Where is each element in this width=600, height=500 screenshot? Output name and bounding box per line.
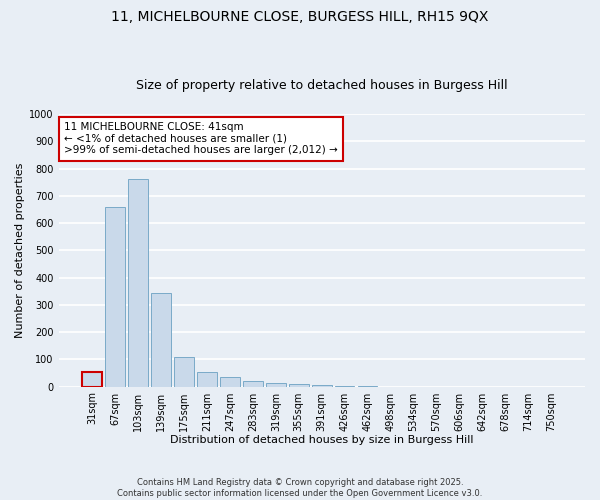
Bar [174, 356, 194, 386]
Text: 11, MICHELBOURNE CLOSE, BURGESS HILL, RH15 9QX: 11, MICHELBOURNE CLOSE, BURGESS HILL, RH… [112, 10, 488, 24]
Bar [289, 384, 308, 386]
Bar [266, 382, 286, 386]
Bar [243, 381, 263, 386]
Bar [82, 372, 102, 386]
Bar [220, 377, 239, 386]
Y-axis label: Number of detached properties: Number of detached properties [15, 162, 25, 338]
Bar [128, 180, 148, 386]
Text: 11 MICHELBOURNE CLOSE: 41sqm
← <1% of detached houses are smaller (1)
>99% of se: 11 MICHELBOURNE CLOSE: 41sqm ← <1% of de… [64, 122, 338, 156]
Text: Contains HM Land Registry data © Crown copyright and database right 2025.
Contai: Contains HM Land Registry data © Crown c… [118, 478, 482, 498]
Title: Size of property relative to detached houses in Burgess Hill: Size of property relative to detached ho… [136, 79, 508, 92]
Bar [197, 372, 217, 386]
Bar [151, 292, 171, 386]
Bar [312, 385, 332, 386]
Bar [106, 206, 125, 386]
X-axis label: Distribution of detached houses by size in Burgess Hill: Distribution of detached houses by size … [170, 435, 473, 445]
